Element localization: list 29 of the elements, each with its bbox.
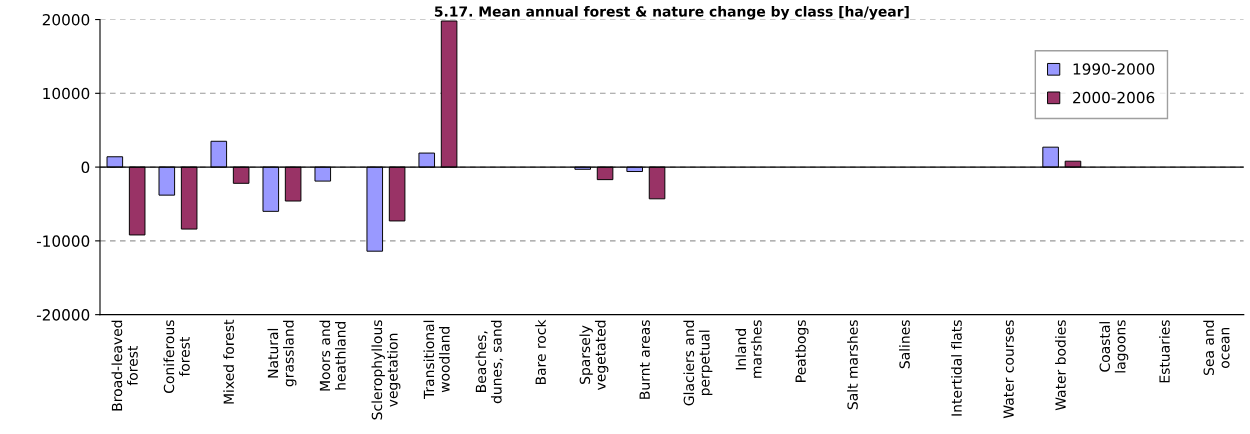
legend-label: 2000-2006 xyxy=(1073,91,1155,104)
y-tick-label: -20000 xyxy=(36,309,90,321)
x-tick-label: Estuaries xyxy=(1159,320,1170,383)
y-tick-label: 20000 xyxy=(42,14,90,26)
x-tick-label: Water courses xyxy=(1003,320,1014,419)
x-tick-label: Natural grassland xyxy=(267,320,297,387)
y-tick-label: 10000 xyxy=(43,87,90,100)
x-tick-label: Inland marshes xyxy=(735,320,762,378)
x-tick-label: Intertidal flats xyxy=(951,320,962,416)
chart-title: 5.17. Mean annual forest & nature change by class [ha/year] xyxy=(434,5,909,20)
x-tick-label: Sparsely vegetated xyxy=(579,320,609,390)
x-tick-label: Water bodies xyxy=(1055,320,1066,411)
y-tick-label: -10000 xyxy=(36,235,90,247)
x-tick-label: Broad-leaved forest xyxy=(111,320,138,411)
x-tick-label: Sclerophyllous vegetation xyxy=(371,320,401,420)
legend-label: 1990-2000 xyxy=(1073,63,1155,75)
x-tick-label: Coastal lagoons xyxy=(1099,320,1129,373)
x-tick-label: Glaciers and perpetual xyxy=(683,320,713,406)
x-tick-label: Bare rock xyxy=(535,319,546,385)
x-tick-label: Peatbogs xyxy=(795,320,809,382)
x-tick-label: Burnt areas xyxy=(639,320,650,399)
x-tick-label: Beaches, dunes, sand xyxy=(475,320,504,404)
x-tick-label: Mixed forest xyxy=(223,319,234,404)
x-tick-label: Moors and heathland xyxy=(319,320,346,391)
x-tick-label: Sea and ocean xyxy=(1203,320,1230,376)
y-tick-label: 0 xyxy=(81,161,90,174)
x-tick-label: Salt marshes xyxy=(847,320,858,410)
x-tick-label: Coniferous forest xyxy=(163,320,190,393)
x-tick-label: Salines xyxy=(899,320,910,369)
